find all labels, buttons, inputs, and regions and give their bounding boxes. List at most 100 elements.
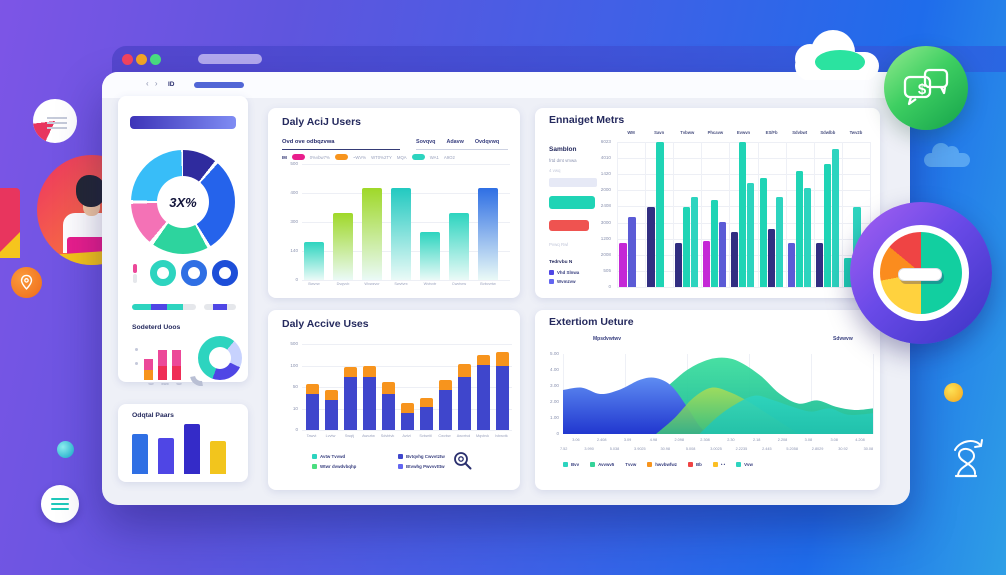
minimize-light[interactable] [136,54,147,65]
grid-line [302,365,512,367]
maximize-light[interactable] [150,54,161,65]
bar-group [731,142,755,287]
browser-tab[interactable] [198,54,262,64]
x-tick-label: 3.9025 [634,447,646,451]
nav-arrows-icon[interactable]: ‹ › [146,79,160,88]
location-pin-badge [11,267,42,298]
x-tick-label: 3.08 [804,438,813,442]
legend-text: • • [720,462,726,467]
panel-subtext-2: 4 vwq [549,168,561,173]
bar [675,243,683,287]
y-tick-label: 4.00 [550,367,559,372]
close-light[interactable] [122,54,133,65]
mini-donut-hole [209,347,231,369]
search-icon[interactable] [452,450,474,472]
card-title: Daly Accive Uses [282,318,369,330]
y-tick-label: 300 [290,219,298,224]
bar [815,243,823,287]
tab-0[interactable]: Sovqvq [416,139,436,145]
bar [478,188,498,280]
gauge-needle[interactable] [898,268,942,281]
x-tick-label: Dvqvvb [336,282,350,286]
mini-seg [144,370,153,380]
sidebar-section-title: Sodeterd Uoos [132,324,181,331]
bar-group [619,142,636,287]
grid-line-v [673,142,675,287]
apply-button[interactable] [549,196,595,209]
tab-1[interactable]: Adavw [446,139,464,145]
tabs-underline [416,149,508,150]
card-title: Ennaiget Metrs [549,114,625,126]
legend-text: IM [282,154,287,160]
mini-bar [172,350,181,380]
tab-2[interactable]: Ovdqvwq [474,139,500,145]
legend-item: • • [712,462,726,467]
mini-seg [172,366,181,380]
panel-subtext: frtd dmt vmwa [549,158,577,163]
legend-item: Vhd Slnwa [549,270,579,275]
mini-donut-chart [185,336,242,391]
reset-button[interactable] [549,220,589,231]
sidebar-panel: 3X% Sodeterd Uoos ww www ww [118,96,248,391]
x-tick-label: 2.208 [777,438,788,442]
legend-text: Bb [695,462,702,467]
x-tick-label: 30.98 [660,447,671,451]
bullet-dot [135,362,138,365]
bar-chart [302,164,510,281]
y-tick-label: 6023 [600,139,611,144]
x-tick-label: 3.0025 [710,447,722,451]
mini-seg [158,350,167,366]
stacked-bar [496,352,509,430]
x-tick-label: 4.208 [855,438,865,442]
bar-body [306,394,319,430]
window-controls [122,54,164,65]
legend-item: Btvwhg Pwvvvtttw [398,464,445,469]
legend-text: MQA [396,154,407,160]
day-label: Phcavw [707,130,724,135]
bar [132,434,148,474]
x-tick-label: 30.92 [838,447,848,451]
legend-item: Avvwv5 [590,462,614,467]
progress-bar-b [204,304,236,310]
card-tabs: Sovqvq Adavw Ovdqvwq [416,139,499,145]
mini-bar [144,359,153,380]
bar-body [325,400,338,430]
bar [656,142,665,287]
axis-label-right: Sdvwvw [833,336,853,342]
menu-button[interactable] [41,485,79,523]
teal-dot-decoration [57,441,74,458]
y-tick-label: 0 [295,427,298,432]
url-bar[interactable] [194,82,244,88]
x-tick-label: 2.098 [674,438,684,442]
bar [158,438,174,474]
legend-swatch [736,462,742,467]
y-tick-label: 0 [608,284,611,289]
daily-users-card: Daly AciJ Users Ovd ove odbqzvwa Sovqvq A… [268,108,520,298]
x-tick-label: 2.30 [727,438,735,442]
y-tick-label: 0 [556,431,559,436]
legend-text: A9O2 [443,154,455,160]
stacked-bar [401,403,414,430]
legend-item: Wvmzvw [549,279,579,284]
mini-seg [144,359,153,370]
x-tick-label: 5.008 [685,447,696,451]
stacked-bar [344,367,357,430]
legend-item: Avtw Tvvwd [312,454,386,459]
bar-cap [401,403,414,413]
legend-text: Wvmzvw [557,279,576,284]
mini-seg [172,350,181,366]
y-tick-label: 1200 [600,235,611,241]
legend-item: Bvtqvhg Cwvvtztw [398,454,445,459]
segment [227,304,236,310]
bar-group [675,142,699,287]
bar [719,222,727,287]
bar [184,424,200,474]
card-subtitle: Ovd ove odbqzvwa [282,139,335,145]
grid-line-v [785,142,787,287]
bar [647,207,656,287]
stacked-bar [306,384,319,430]
legend-text: Avvwv5 [598,462,615,467]
grouped-bar-chart [617,142,871,288]
day-label: Evwvn [736,130,751,135]
filter-input[interactable] [549,178,597,187]
